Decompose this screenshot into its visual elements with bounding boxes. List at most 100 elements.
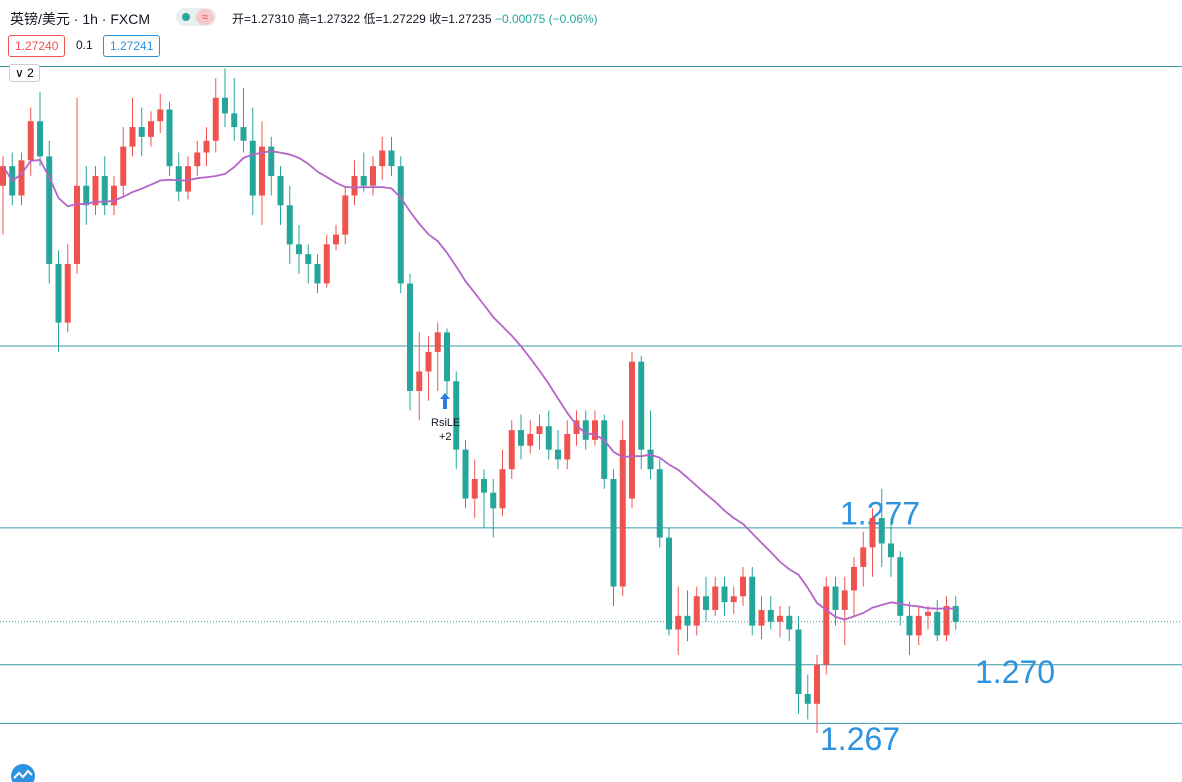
candle-body bbox=[129, 127, 136, 147]
candle-body bbox=[481, 478, 487, 493]
candle-body bbox=[629, 361, 635, 499]
signal-arrow bbox=[440, 393, 450, 409]
candle-body bbox=[860, 547, 867, 567]
signal-count: +2 bbox=[439, 431, 452, 443]
candle-body bbox=[185, 166, 191, 192]
open: 开=1.27310 bbox=[232, 12, 295, 26]
candle-body bbox=[527, 434, 534, 446]
candle-body bbox=[92, 175, 99, 206]
candle-body bbox=[888, 543, 894, 558]
spread: 0.1 bbox=[76, 38, 93, 52]
candle-body bbox=[610, 478, 617, 587]
candle-body bbox=[712, 586, 719, 610]
candle-body bbox=[675, 615, 682, 630]
candle-body bbox=[601, 420, 608, 479]
low: 低=1.27229 bbox=[363, 12, 426, 26]
candle-body bbox=[416, 371, 423, 391]
candle-body bbox=[453, 381, 460, 450]
ask[interactable]: 1.27241 bbox=[103, 35, 161, 57]
candle-body bbox=[397, 166, 404, 284]
candle-body bbox=[18, 160, 25, 196]
svg-text:≈: ≈ bbox=[202, 10, 209, 24]
symbol[interactable]: 英镑/美元 · 1h · FXCM bbox=[10, 11, 151, 27]
candle-body bbox=[231, 113, 238, 128]
candle-body bbox=[823, 586, 830, 665]
candle-body bbox=[638, 361, 645, 450]
indicator-toggle[interactable]: ∨ 2 bbox=[9, 64, 40, 82]
candle-body bbox=[286, 205, 293, 245]
close: 收=1.27235 bbox=[429, 12, 492, 26]
candle-body bbox=[906, 615, 913, 636]
candle-body bbox=[64, 263, 71, 323]
candle-body bbox=[619, 439, 626, 587]
candle-body bbox=[157, 109, 164, 122]
candle-body bbox=[120, 146, 127, 186]
candle-body bbox=[74, 185, 80, 264]
candle-body bbox=[795, 629, 802, 695]
candle-body bbox=[832, 586, 839, 610]
candle-body bbox=[804, 694, 811, 704]
candle-body bbox=[684, 615, 691, 626]
candle-body bbox=[323, 244, 330, 284]
candle-body bbox=[564, 434, 571, 460]
candle-body bbox=[703, 596, 709, 610]
candle-body bbox=[55, 263, 62, 323]
candle-body bbox=[388, 150, 395, 167]
candle-body bbox=[915, 615, 922, 636]
candle-body bbox=[370, 166, 376, 186]
candle-body bbox=[897, 557, 904, 616]
candle-body bbox=[693, 596, 700, 626]
candle-body bbox=[203, 140, 210, 153]
candle-body bbox=[111, 185, 117, 206]
candle-body bbox=[749, 576, 756, 626]
logo bbox=[11, 764, 35, 782]
candle-body bbox=[444, 332, 450, 382]
candle-body bbox=[721, 586, 728, 603]
candle-body bbox=[333, 234, 339, 245]
candle-body bbox=[508, 430, 515, 470]
candle-body bbox=[462, 449, 469, 499]
signal-label: RsiLE bbox=[431, 417, 461, 429]
candle-body bbox=[518, 430, 524, 446]
candle-body bbox=[305, 254, 312, 264]
candle-body bbox=[730, 596, 737, 603]
candle-body bbox=[27, 121, 34, 161]
candle-body bbox=[545, 426, 552, 450]
change: −0.00075 (−0.06%) bbox=[494, 12, 598, 26]
candle-body bbox=[777, 615, 783, 622]
candle-body bbox=[240, 127, 247, 141]
candle-body bbox=[536, 426, 543, 435]
candle-body bbox=[351, 175, 358, 196]
candle-body bbox=[934, 611, 941, 636]
candle-body bbox=[342, 195, 349, 235]
candle-body bbox=[360, 175, 367, 186]
candle-body bbox=[925, 611, 931, 616]
bid[interactable]: 1.27240 bbox=[8, 35, 66, 57]
high: 高=1.27322 bbox=[297, 12, 361, 26]
status-icons: ≈ bbox=[176, 8, 216, 26]
candle-body bbox=[499, 469, 506, 509]
candle-body bbox=[952, 606, 959, 622]
candle-body bbox=[148, 121, 154, 137]
candle-body bbox=[101, 175, 108, 206]
candle-body bbox=[767, 609, 774, 622]
candle-body bbox=[666, 537, 672, 630]
candle-body bbox=[222, 97, 228, 114]
candle-body bbox=[582, 420, 589, 440]
level-label: 1.270 bbox=[975, 654, 1055, 690]
candle-body bbox=[37, 121, 43, 157]
candle-body bbox=[471, 478, 478, 499]
candle-body bbox=[434, 332, 441, 352]
candle-body bbox=[277, 175, 284, 206]
candle-body bbox=[83, 185, 90, 206]
chevron: ∨ bbox=[15, 66, 28, 80]
candle-body bbox=[490, 492, 497, 509]
candle-body bbox=[878, 518, 885, 544]
level-label: 1.267 bbox=[820, 721, 900, 757]
candle-body bbox=[647, 449, 654, 470]
candle-body bbox=[268, 146, 275, 176]
candle-body bbox=[175, 166, 182, 192]
candle-body bbox=[869, 518, 876, 548]
ohlc: 开=1.27310 高=1.27322 低=1.27229 收=1.27235 … bbox=[232, 10, 598, 27]
